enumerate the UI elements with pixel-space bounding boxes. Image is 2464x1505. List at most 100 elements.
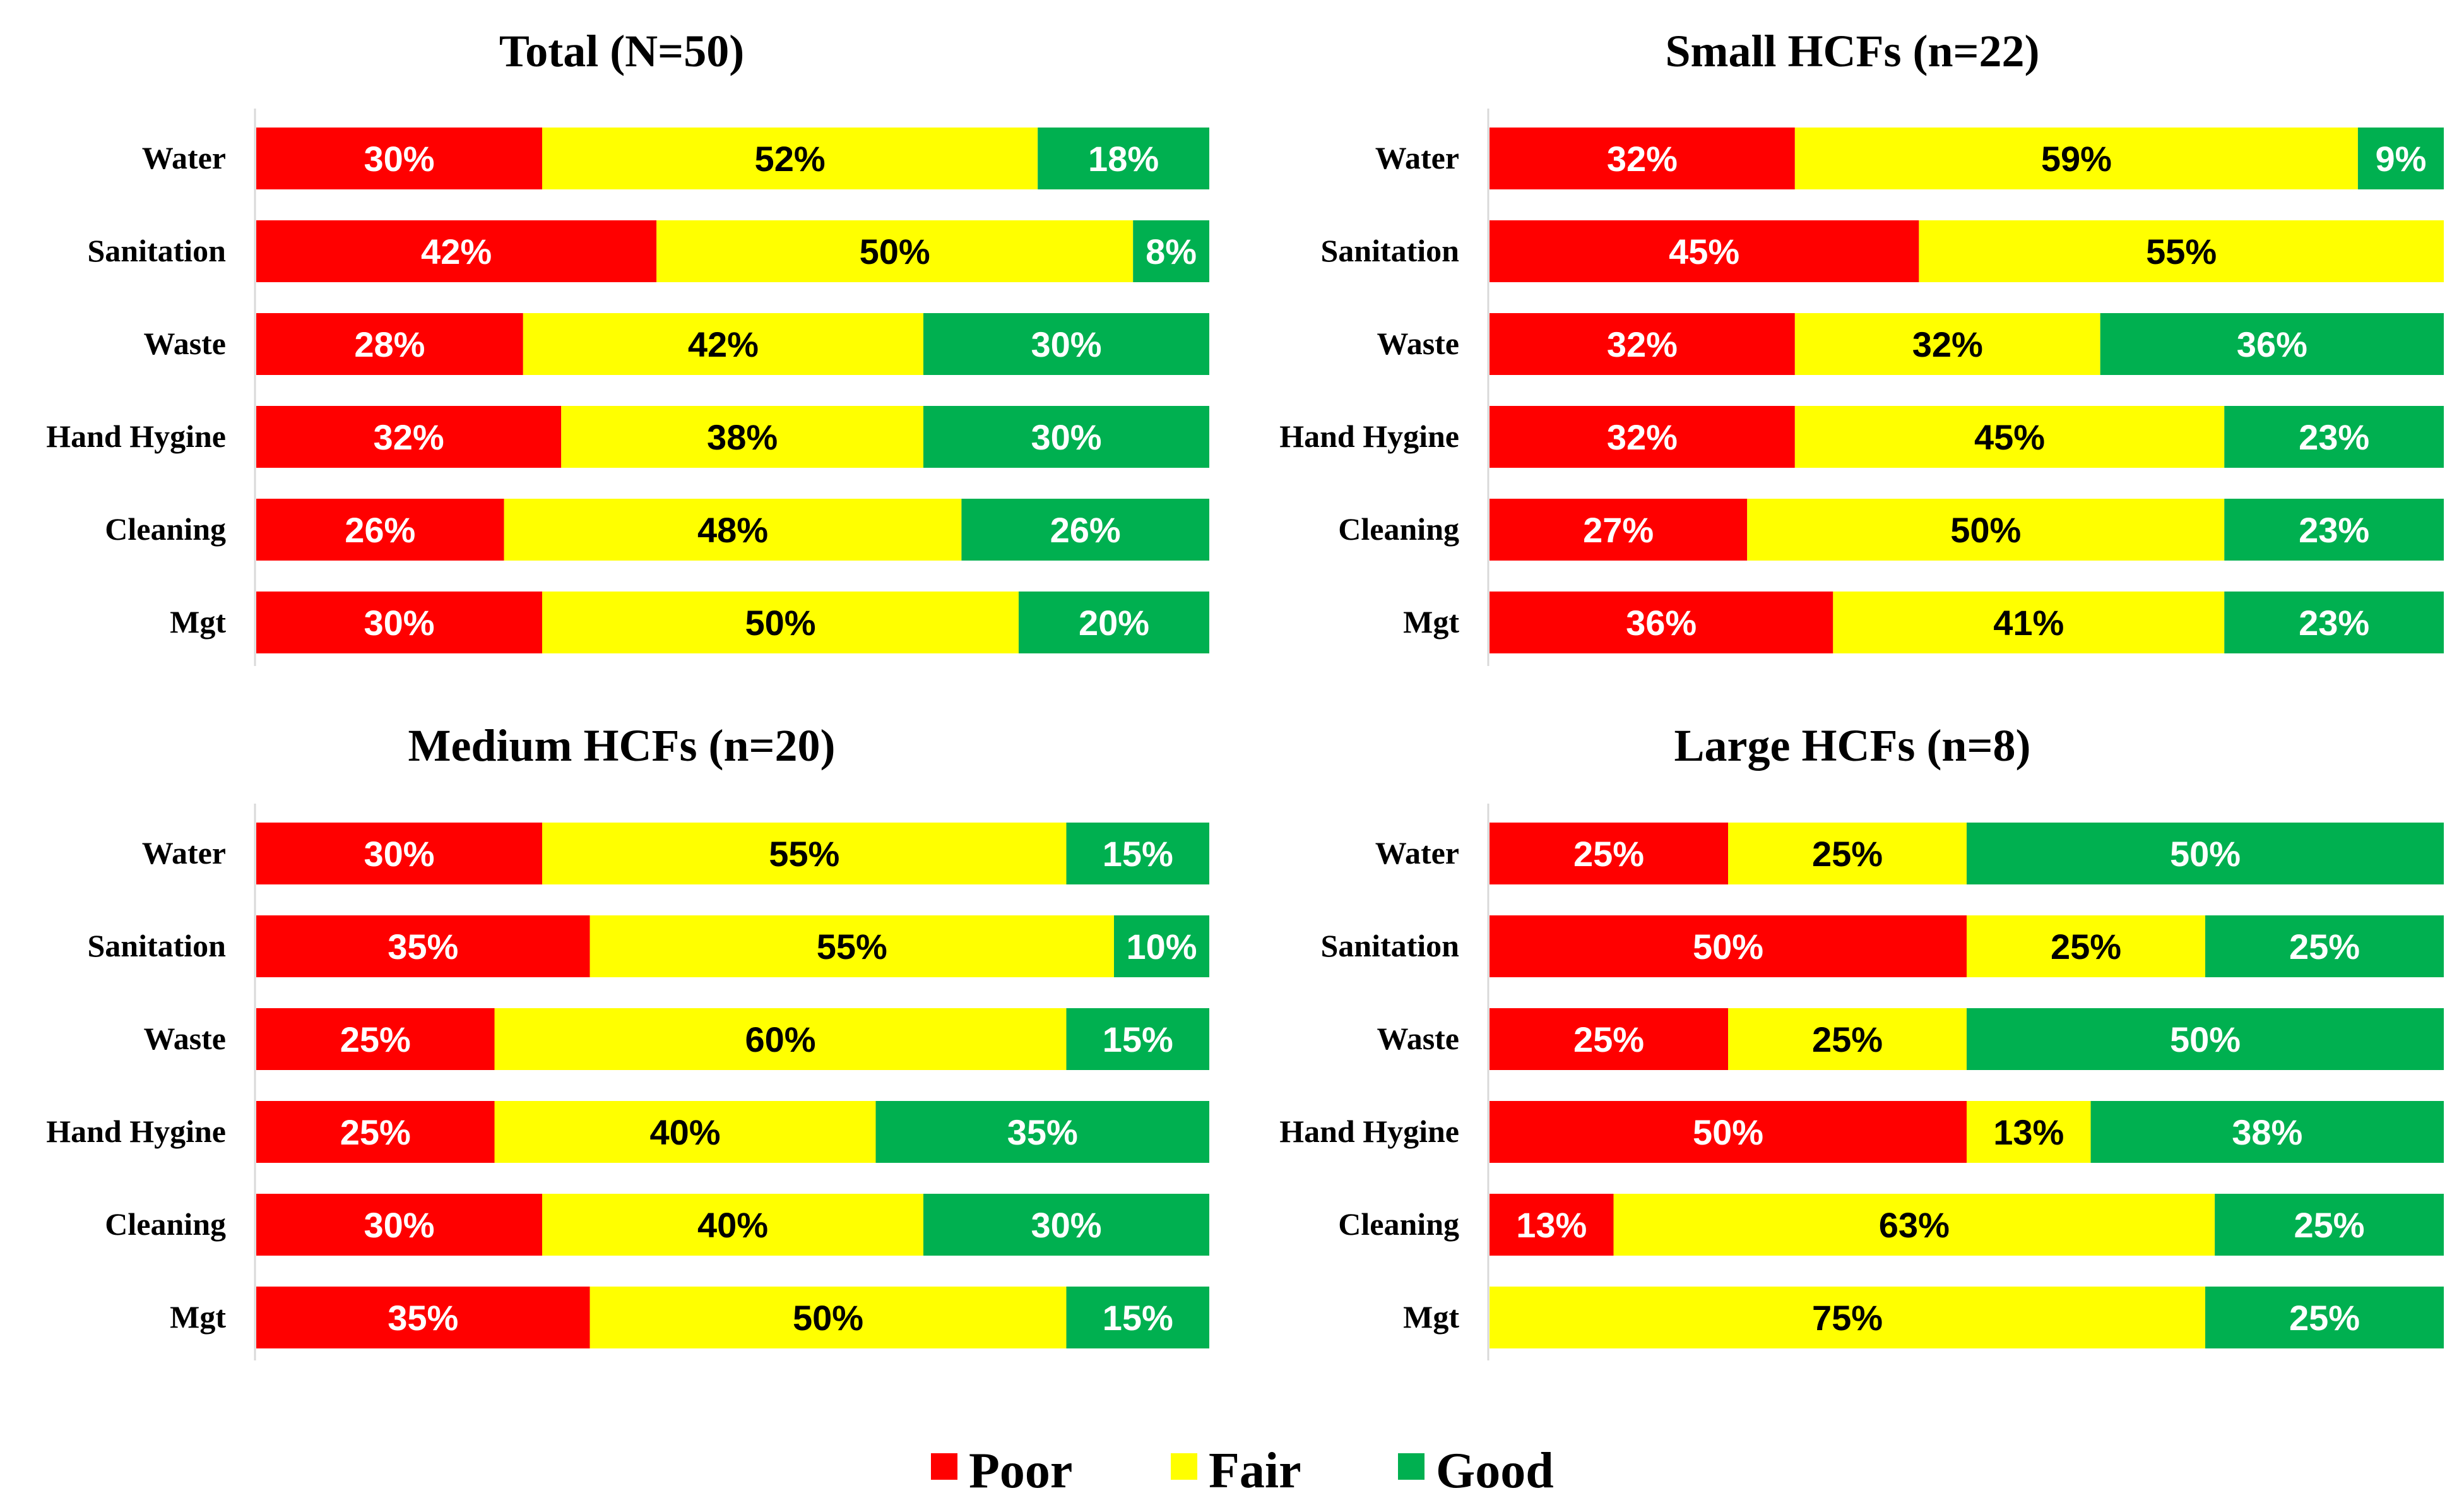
bar-segment-poor <box>256 499 504 561</box>
data-label: 42% <box>421 232 492 271</box>
chart-title: Total (N=50) <box>499 26 744 76</box>
data-label: 42% <box>688 324 759 364</box>
bar-segment-fair <box>656 220 1134 282</box>
category-label: Hand Hygine <box>46 1114 226 1149</box>
data-label: 59% <box>2041 139 2112 179</box>
data-label: 38% <box>2232 1112 2302 1152</box>
bar-segment-good <box>2100 313 2444 375</box>
data-label: 50% <box>2170 1020 2241 1059</box>
data-label: 55% <box>817 927 887 967</box>
data-label: 30% <box>1031 324 1101 364</box>
category-label: Waste <box>1377 1021 1459 1056</box>
data-label: 41% <box>1993 603 2064 643</box>
data-label: 23% <box>2299 603 2369 643</box>
data-label: 32% <box>1607 417 1678 457</box>
bar-segment-good <box>923 1194 1209 1256</box>
bar-segment-good <box>2090 1101 2444 1163</box>
bar-segment-poor <box>1490 592 1833 653</box>
data-label: 25% <box>1573 1020 1644 1059</box>
bar-segment-poor <box>1490 406 1795 468</box>
data-label: 55% <box>2146 232 2217 271</box>
bar-segment-good <box>2357 128 2444 189</box>
bar-segment-good <box>1967 823 2444 884</box>
data-label: 30% <box>364 603 434 643</box>
bar-segment-fair <box>1747 499 2225 561</box>
bar-segment-poor <box>256 1287 590 1348</box>
data-label: 50% <box>745 603 815 643</box>
bar-segment-poor <box>1490 1194 1614 1256</box>
category-label: Cleaning <box>1338 511 1459 547</box>
category-label: Sanitation <box>1320 928 1459 963</box>
data-label: 15% <box>1103 834 1173 874</box>
bar-segment-fair <box>589 1287 1067 1348</box>
bar-segment-fair <box>542 823 1067 884</box>
data-label: 25% <box>2051 927 2121 967</box>
data-label: 36% <box>2237 324 2307 364</box>
bar-segment-fair <box>494 1008 1067 1070</box>
bar-segment-poor <box>256 313 523 375</box>
legend-label-good: Good <box>1436 1443 1554 1499</box>
data-label: 32% <box>1607 139 1678 179</box>
data-label: 10% <box>1126 927 1197 967</box>
data-label: 27% <box>1583 510 1654 550</box>
bar-segment-fair <box>1794 313 2100 375</box>
bar-segment-good <box>1066 1287 1209 1348</box>
data-label: 20% <box>1079 603 1149 643</box>
bar-segment-poor <box>1490 499 1748 561</box>
data-label: 13% <box>1516 1205 1587 1245</box>
data-label: 26% <box>345 510 415 550</box>
bar-segment-poor <box>1490 220 1919 282</box>
data-label: 50% <box>2170 834 2241 874</box>
bar-segment-poor <box>1490 1101 1967 1163</box>
bar-segment-poor <box>256 1194 542 1256</box>
bar-segment-fair <box>1833 592 2225 653</box>
data-label: 25% <box>340 1020 411 1059</box>
category-label: Mgt <box>170 604 226 639</box>
legend-label-poor: Poor <box>969 1443 1072 1499</box>
data-label: 50% <box>1693 1112 1763 1152</box>
bar-segment-poor <box>1490 1008 1728 1070</box>
data-label: 9% <box>2375 139 2426 179</box>
chart-panel-1: Total (N=50) Water 30% 52% 18% Sanitation 42% 5… <box>46 26 1209 666</box>
bar-segment-good <box>2205 915 2444 977</box>
data-label: 30% <box>364 1205 434 1245</box>
data-label: 25% <box>340 1112 411 1152</box>
data-label: 13% <box>1993 1112 2064 1152</box>
bar-segment-good <box>2224 499 2444 561</box>
data-label: 40% <box>649 1112 720 1152</box>
legend-swatch-fair <box>1171 1453 1197 1480</box>
chart-title: Large HCFs (n=8) <box>1674 720 2031 771</box>
bar-segment-poor <box>1490 915 1967 977</box>
bar-segment-poor <box>256 406 562 468</box>
data-label: 36% <box>1626 603 1697 643</box>
bar-segment-good <box>961 499 1209 561</box>
bar-segment-fair <box>1613 1194 2215 1256</box>
category-label: Cleaning <box>105 1206 226 1242</box>
data-label: 38% <box>707 417 778 457</box>
bar-segment-good <box>1038 128 1209 189</box>
category-label: Waste <box>143 1021 226 1056</box>
bar-segment-poor <box>256 915 590 977</box>
bar-segment-fair <box>542 592 1019 653</box>
category-label: Hand Hygine <box>1279 419 1459 454</box>
bar-segment-poor <box>1490 313 1795 375</box>
bar-segment-fair <box>542 128 1038 189</box>
data-label: 30% <box>1031 417 1101 457</box>
category-label: Sanitation <box>87 233 226 268</box>
bar-segment-good <box>875 1101 1209 1163</box>
chart-panel-2: Small HCFs (n=22) Water 32% 59% 9% Sanitation… <box>1279 26 2444 666</box>
data-label: 30% <box>1031 1205 1101 1245</box>
bar-segment-poor <box>256 1008 495 1070</box>
data-label: 25% <box>1573 834 1644 874</box>
bar-segment-fair <box>561 406 923 468</box>
chart-panel-4: Large HCFs (n=8) Water 25% 25% 50% Sanitation… <box>1279 720 2444 1360</box>
category-label: Sanitation <box>1320 233 1459 268</box>
bar-segment-fair <box>1967 915 2205 977</box>
data-label: 45% <box>1669 232 1739 271</box>
bar-segment-fair <box>1728 823 1967 884</box>
chart-title: Small HCFs (n=22) <box>1665 26 2039 76</box>
data-label: 35% <box>388 927 458 967</box>
data-label: 52% <box>755 139 826 179</box>
category-label: Waste <box>1377 326 1459 361</box>
